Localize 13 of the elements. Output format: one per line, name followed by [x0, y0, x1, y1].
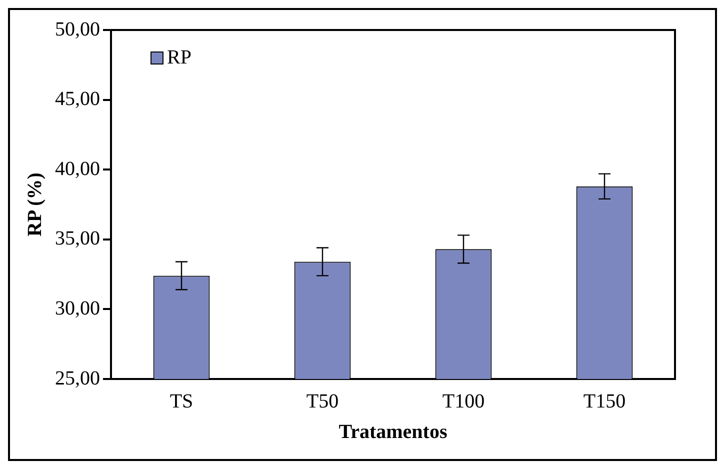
y-tick-label: 45,00 — [55, 88, 100, 110]
legend-label: RP — [167, 46, 192, 68]
y-tick-label: 30,00 — [55, 297, 100, 320]
x-tick-label: T50 — [306, 390, 339, 412]
y-tick-label: 35,00 — [55, 228, 100, 250]
y-tick-label: 50,00 — [55, 18, 100, 40]
y-axis-title: RP (%) — [24, 172, 46, 236]
x-tick-label: T100 — [442, 390, 485, 412]
x-tick-label: TS — [170, 390, 194, 412]
y-tick-label: 25,00 — [55, 367, 100, 390]
x-tick-label: T150 — [583, 390, 626, 412]
y-tick-label: 40,00 — [55, 158, 100, 180]
x-axis-title: Tratamentos — [338, 421, 448, 444]
